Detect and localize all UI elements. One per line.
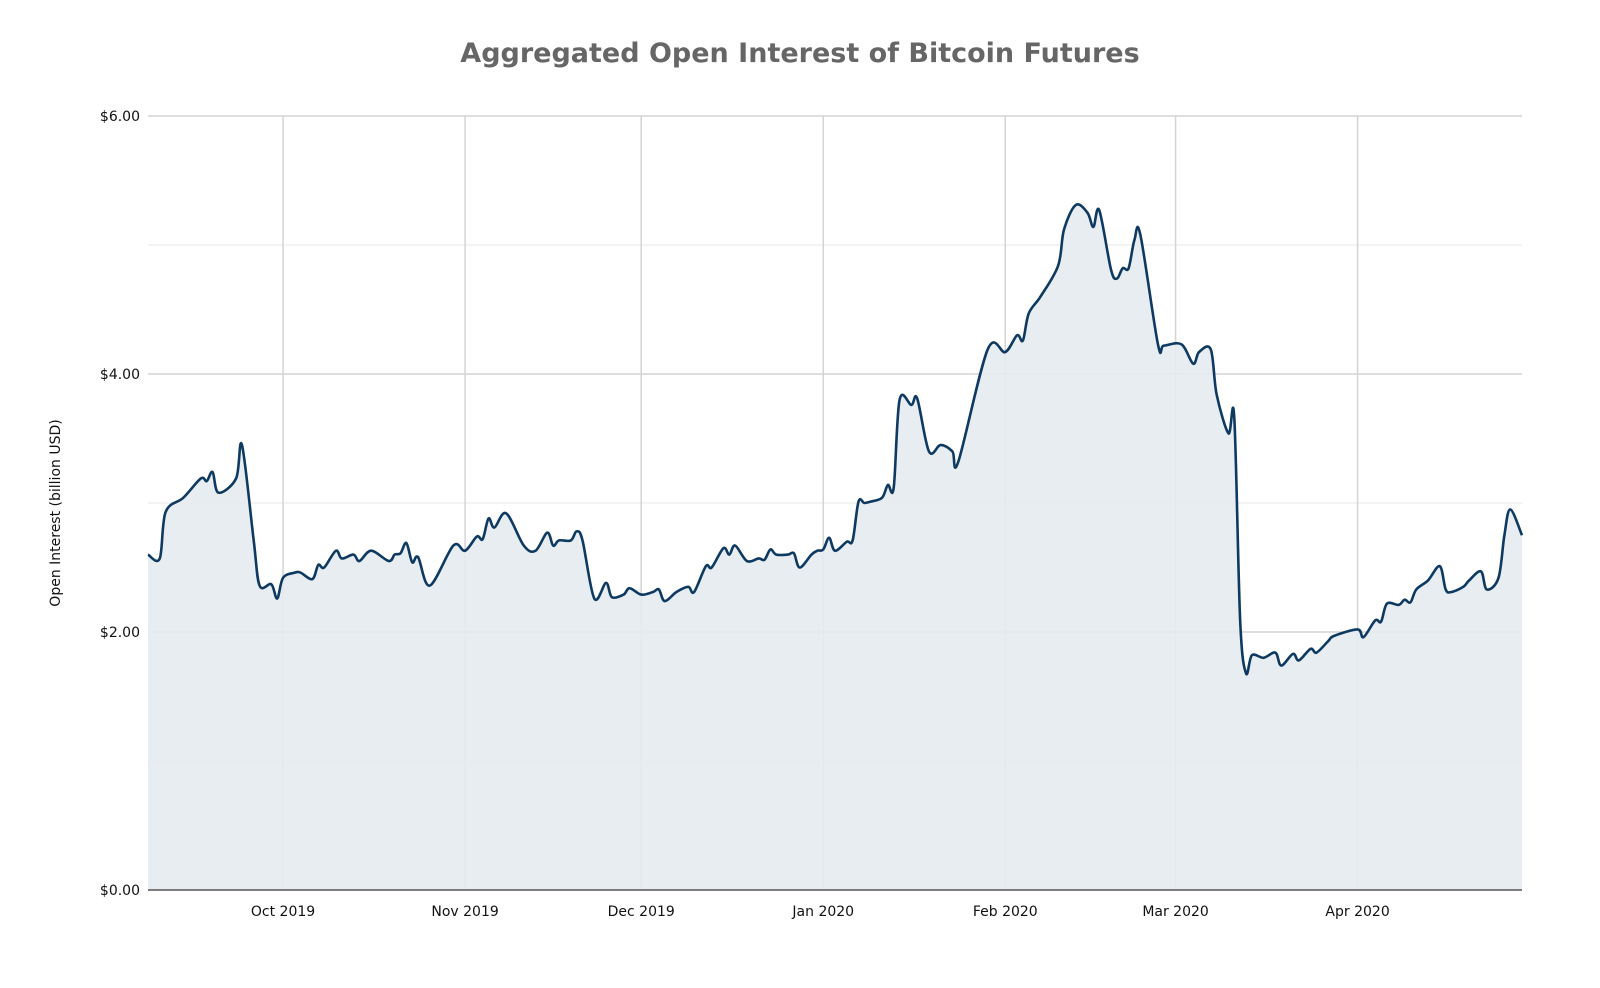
x-tick-label: Feb 2020 xyxy=(973,904,1038,920)
x-tick-label: Jan 2020 xyxy=(791,904,854,920)
tick-labels: $0.00 $2.00 $4.00 $6.00 Oct 2019 Nov 2019 Dec … xyxy=(100,109,1390,920)
y-axis-label: Open Interest (billion USD) xyxy=(48,419,64,606)
x-tick-label: Apr 2020 xyxy=(1325,904,1389,920)
y-tick-label: $2.00 xyxy=(100,625,140,641)
x-tick-label: Nov 2019 xyxy=(431,904,498,920)
y-tick-label: $6.00 xyxy=(100,109,140,125)
series-area xyxy=(148,204,1522,890)
series-line xyxy=(147,203,1524,676)
chart-title: Aggregated Open Interest of Bitcoin Futu… xyxy=(460,38,1140,69)
x-tick-label: Dec 2019 xyxy=(608,904,675,920)
y-tick-label: $4.00 xyxy=(100,367,140,383)
x-tick-label: Mar 2020 xyxy=(1142,904,1209,920)
y-tick-label: $0.00 xyxy=(100,883,140,899)
x-tick-label: Oct 2019 xyxy=(251,904,315,920)
